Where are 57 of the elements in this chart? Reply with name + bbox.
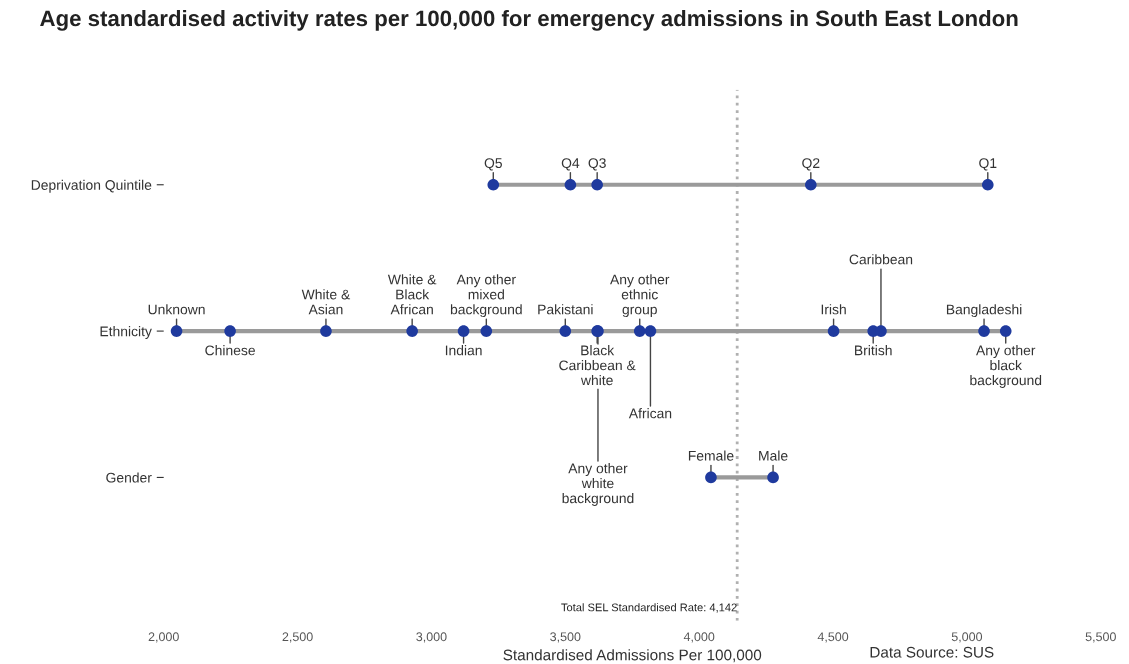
- x-tick-label: 2,000: [148, 632, 179, 643]
- x-tick-label: 3,000: [416, 632, 447, 643]
- data-label: British: [855, 345, 892, 356]
- chart-title: Age standardised activity rates per 100,000 for emergency admissions in South East London: [40, 9, 1018, 31]
- point: [805, 178, 817, 191]
- data-label: Any other ethnic group: [610, 274, 670, 318]
- point: [633, 325, 646, 337]
- data-label: Bangladeshi: [946, 304, 1022, 318]
- point: [320, 325, 332, 337]
- y-tick-label: Gender: [106, 472, 152, 483]
- point: [564, 178, 577, 191]
- data-label: African: [628, 408, 672, 419]
- y-tick-label: Ethnicity: [100, 326, 152, 340]
- data-label: Male: [759, 450, 788, 461]
- point: [705, 471, 717, 484]
- point: [406, 325, 418, 337]
- x-tick-label: 2,500: [282, 632, 313, 643]
- point: [644, 325, 657, 337]
- data-label: Chinese: [205, 345, 255, 356]
- point: [487, 178, 500, 191]
- point: [170, 325, 183, 337]
- point: [999, 325, 1012, 337]
- ref-line-label: Total SEL Standardised Rate: 4,142: [561, 603, 737, 613]
- x-axis-title: Standardised Admissions Per 100,000: [503, 649, 762, 663]
- point: [767, 471, 779, 484]
- data-label: Any other black background: [970, 345, 1042, 388]
- data-label: Q1: [979, 158, 997, 171]
- data-label: White & Black African: [387, 274, 437, 315]
- data-label: Any other mixed background: [450, 274, 522, 318]
- x-tick-label: 5,000: [951, 632, 983, 643]
- point: [981, 178, 994, 191]
- data-label: Caribbean: [849, 254, 913, 265]
- x-tick-label: 3,500: [550, 632, 581, 643]
- point: [827, 325, 840, 337]
- data-label: White & Asian: [301, 289, 351, 315]
- source-note: Data Source: SUS: [870, 646, 994, 658]
- y-tick-label: Deprivation Quintile: [31, 179, 152, 193]
- data-label: Q2: [802, 158, 820, 171]
- data-label: Q4: [561, 158, 580, 171]
- data-label: Unknown: [148, 304, 205, 315]
- point: [591, 178, 603, 191]
- x-tick-label: 4,000: [683, 632, 715, 643]
- x-tick-label: 4,500: [817, 632, 849, 643]
- data-label: Q3: [588, 158, 606, 171]
- data-label: Q5: [484, 158, 502, 171]
- point: [457, 325, 470, 337]
- data-label: Pakistani: [538, 304, 593, 315]
- point: [480, 325, 493, 337]
- data-label: Indian: [445, 345, 482, 356]
- data-label: Female: [688, 450, 734, 461]
- point: [559, 325, 572, 337]
- x-tick-label: 5,500: [1085, 632, 1116, 643]
- point: [224, 325, 236, 337]
- data-label: Irish: [821, 304, 846, 315]
- data-label: Black Caribbean & white: [559, 345, 636, 386]
- data-label: Any other white background: [562, 463, 634, 506]
- point: [978, 325, 990, 337]
